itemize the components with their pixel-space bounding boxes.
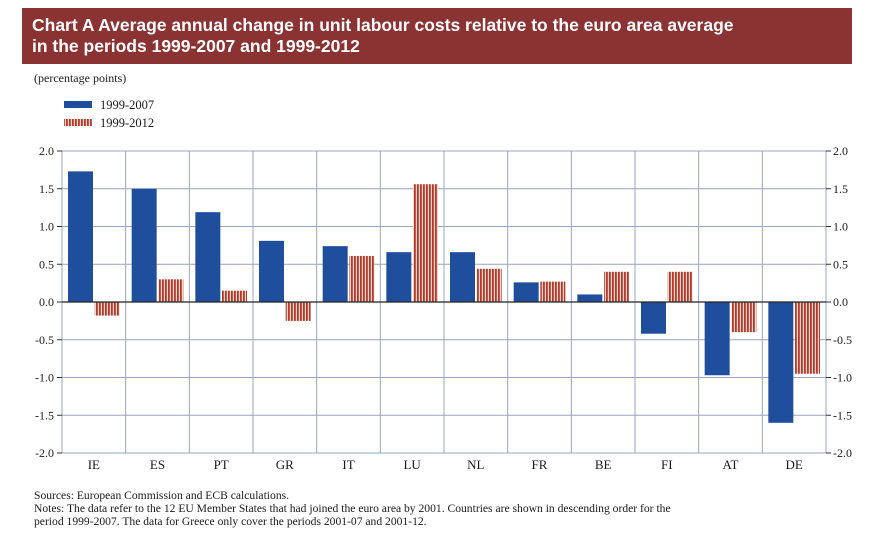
y-tick-label-left: -0.5 [35,333,54,347]
x-tick-label-PT: PT [214,457,229,472]
bar-1999-2007-NL [450,252,475,302]
bar-1999-2007-ES [131,188,157,302]
bar-1999-2012-PT [222,290,247,302]
legend-swatch-1999-2012 [64,119,92,126]
y-tick-label-right: 2.0 [833,144,848,158]
y-tick-label-left: 2.0 [39,144,54,158]
y-tick-label-left: 0.0 [39,295,54,309]
bar-1999-2012-GR [285,302,311,321]
x-tick-label-LU: LU [403,457,421,472]
x-tick-label-FI: FI [661,457,673,472]
y-tick-label-right: -1.0 [833,371,852,385]
chart-title: Chart A Average annual change in unit la… [22,8,852,64]
x-tick-label-ES: ES [150,457,165,472]
y-tick-label-right: -2.0 [833,446,852,460]
bar-1999-2007-GR [259,240,284,302]
bar-1999-2012-IE [94,302,120,316]
x-tick-label-DE: DE [785,457,802,472]
notes-text-line-2: period 1999-2007. The data for Greece on… [34,515,427,529]
bar-1999-2007-PT [195,212,221,302]
notes-text-line-1: Notes: The data refer to the 12 EU Membe… [34,502,671,516]
x-tick-label-AT: AT [723,457,739,472]
bar-1999-2007-BE [577,294,603,302]
bar-1999-2012-LU [413,184,438,302]
bar-1999-2012-IT [349,255,375,302]
bar-1999-2012-NL [476,268,502,302]
sources-text: Sources: European Commission and ECB cal… [34,489,290,502]
chart-title-line-1: Chart A Average annual change in unit la… [32,15,734,35]
y-tick-label-left: 0.5 [39,257,54,271]
x-tick-label-GR: GR [276,457,294,472]
bar-1999-2012-FI [667,271,693,302]
y-tick-label-left: -1.0 [35,371,54,385]
x-tick-label-IT: IT [342,457,354,472]
y-tick-label-right: 0.5 [833,257,848,271]
sources-notes: Sources: European Commission and ECB cal… [34,489,862,529]
y-tick-label-left: 1.5 [39,182,54,196]
y-tick-label-right: -1.5 [833,408,852,422]
x-tick-label-NL: NL [467,457,484,472]
bar-1999-2007-IT [322,246,348,302]
y-tick-label-right: 1.0 [833,220,848,234]
bar-1999-2007-FI [641,302,666,334]
bar-1999-2012-AT [731,302,757,333]
bar-1999-2007-DE [768,302,794,423]
bar-1999-2012-FR [540,281,566,302]
legend-swatch-1999-2007 [64,101,92,108]
y-tick-label-right: 0.0 [833,295,848,309]
bar-1999-2007-AT [704,302,730,376]
bar-1999-2012-DE [795,302,820,374]
y-tick-label-right: 1.5 [833,182,848,196]
x-tick-label-BE: BE [595,457,612,472]
legend-label-1999-2012: 1999-2012 [100,116,154,130]
units-label: (percentage points) [34,71,127,85]
bar-1999-2007-IE [68,171,93,302]
y-tick-label-left: -1.5 [35,408,54,422]
bar-1999-2007-FR [513,282,539,302]
legend-label-1999-2007: 1999-2007 [100,98,154,112]
x-tick-label-IE: IE [88,457,100,472]
x-tick-label-FR: FR [532,457,548,472]
bar-1999-2012-BE [604,271,629,302]
y-tick-label-left: -2.0 [35,446,54,460]
y-tick-label-left: 1.0 [39,220,54,234]
bar-1999-2012-ES [158,279,184,302]
chart-title-line-2: in the periods 1999-2007 and 1999-2012 [32,36,360,56]
bar-1999-2007-LU [386,252,412,302]
y-tick-label-right: -0.5 [833,333,852,347]
